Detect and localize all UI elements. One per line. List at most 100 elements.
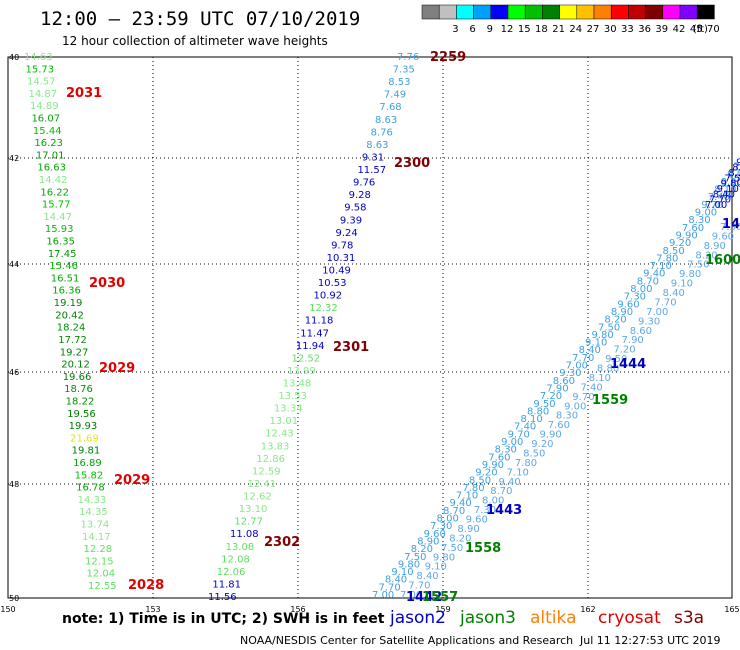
legend-swatch <box>438 4 457 20</box>
lat-tick-label: 40 <box>9 53 19 62</box>
swh-value-diagonal: 8.30 <box>556 411 578 422</box>
swh-value-track-b: 7.35 <box>393 65 415 76</box>
swh-value-diagonal: 7.40 <box>708 192 730 203</box>
swh-value-track-a: 20.12 <box>61 360 90 371</box>
swh-value-diagonal: 7.70 <box>572 353 594 364</box>
pass-time-label: 2028 <box>128 578 164 593</box>
satellite-legend-altika: altika <box>530 608 577 628</box>
swh-value-diagonal: 9.70 <box>701 200 723 211</box>
legend-bin-label: 42 <box>673 24 686 35</box>
swh-value-diagonal: 9.00 <box>564 401 586 412</box>
swh-value-diagonal: 8.00 <box>482 496 504 507</box>
lat-tick-label: 48 <box>9 480 19 489</box>
legend-swatch <box>662 4 681 20</box>
swh-value-diagonal: 7.00 <box>705 200 727 211</box>
swh-value-diagonal: 7.70 <box>709 195 731 206</box>
swh-value-diagonal: 7.10 <box>507 467 529 478</box>
legend-swatch <box>679 4 698 20</box>
swh-value-diagonal: 9.60 <box>466 515 488 526</box>
swh-value-track-b: 12.86 <box>256 454 285 465</box>
swh-value-track-b: 13.83 <box>261 441 290 452</box>
swh-value-diagonal: 9.50 <box>727 169 740 180</box>
swh-value-track-a: 19.81 <box>72 446 101 457</box>
swh-value-track-b: 11.81 <box>212 579 241 590</box>
legend-swatch <box>507 4 526 20</box>
swh-value-track-a: 14.35 <box>79 507 108 518</box>
pass-time-label: 1557 <box>422 590 458 605</box>
lon-tick-label: 150 <box>0 605 15 614</box>
swh-value-track-b: 13.10 <box>239 504 268 515</box>
swh-value-diagonal: 8.10 <box>589 373 611 384</box>
swh-value-diagonal: 7.90 <box>622 335 644 346</box>
legend-bin-label: 27 <box>587 24 600 35</box>
legend-swatch <box>473 4 492 20</box>
legend-swatch <box>524 4 543 20</box>
pass-time-label: 2300 <box>394 156 430 171</box>
swh-value-track-b: 11.18 <box>305 316 334 327</box>
swh-value-diagonal: 9.40 <box>643 269 665 280</box>
swh-value-track-a: 16.23 <box>34 138 63 149</box>
map-title: 12:00 — 23:59 UTC 07/10/2019 <box>40 8 361 30</box>
swh-value-diagonal: 8.60 <box>630 326 652 337</box>
swh-value-diagonal: 8.90 <box>611 307 633 318</box>
swh-value-diagonal: 7.60 <box>548 420 570 431</box>
pass-time-label: 1559 <box>592 393 628 408</box>
pass-time-label: 2302 <box>264 535 300 550</box>
swh-value-diagonal: 9.00 <box>695 208 717 219</box>
swh-value-track-b: 12.52 <box>292 353 321 364</box>
swh-value-diagonal: 8.10 <box>520 414 542 425</box>
swh-value-diagonal: 7.50 <box>441 543 463 554</box>
swh-value-diagonal: 9.60 <box>736 157 740 168</box>
swh-value-diagonal: 9.10 <box>585 338 607 349</box>
lon-tick-label: 165 <box>724 605 739 614</box>
swh-value-diagonal: 9.70 <box>508 429 530 440</box>
swh-value-track-a: 17.01 <box>36 150 65 161</box>
swh-value-diagonal: 8.70 <box>490 486 512 497</box>
lon-tick-label: 156 <box>290 605 305 614</box>
swh-value-diagonal: 7.20 <box>613 345 635 356</box>
lon-tick-label: 153 <box>145 605 160 614</box>
swh-value-track-b: 9.31 <box>362 152 384 163</box>
swh-value-diagonal: 8.40 <box>579 345 601 356</box>
swh-value-track-b: 13.08 <box>226 542 255 553</box>
swh-value-diagonal: 9.10 <box>717 184 739 195</box>
swh-value-track-a: 14.17 <box>82 532 111 543</box>
swh-value-diagonal: 7.30 <box>474 505 496 516</box>
swh-value-diagonal: 7.10 <box>456 491 478 502</box>
swh-value-diagonal: 8.90 <box>457 524 479 535</box>
legend-bin-label: 70 <box>707 24 720 35</box>
generation-timestamp: Jul 11 12:27:53 UTC 2019 <box>580 634 721 647</box>
swh-value-diagonal: 7.60 <box>682 223 704 234</box>
swh-value-diagonal: 7.40 <box>581 382 603 393</box>
lat-tick-label: 42 <box>9 154 19 163</box>
axis-ticks: 150 153 156 159 162 165 40 42 44 46 48 50 <box>0 53 739 614</box>
swh-value-diagonal: 7.40 <box>514 422 536 433</box>
pass-time-label: 14 <box>722 217 740 232</box>
pass-time-labels: 2259 2031 2300 2030 2301 2029 2029 2302 2028 1444… <box>66 50 740 605</box>
swh-value-diagonal: 9.20 <box>475 468 497 479</box>
legend-swatch <box>542 4 560 20</box>
color-legend: 3 6 9 12 15 18 21 24 27 30 33 36 39 42 45 70(ft) <box>421 4 720 35</box>
swh-value-track-b: 12.62 <box>243 492 272 503</box>
map-subtitle: 12 hour collection of altimeter wave hei… <box>62 34 328 48</box>
swh-value-diagonal: 9.20 <box>669 238 691 249</box>
legend-bin-label: 18 <box>535 24 548 35</box>
swh-value-track-a: 18.76 <box>64 384 93 395</box>
swh-value-track-a: 17.72 <box>58 335 87 346</box>
pass-time-label: 2301 <box>333 340 369 355</box>
swh-value-diagonal: 9.50 <box>605 354 627 365</box>
swh-value-track-a: 19.93 <box>69 421 98 432</box>
swh-value-diagonal: 8.30 <box>688 215 710 226</box>
swh-value-diagonal: 8.90 <box>417 536 439 547</box>
pass-time-label: 1443 <box>486 503 522 518</box>
swh-value-diagonal: 7.50 <box>404 552 426 563</box>
swh-value-track-b: 9.76 <box>353 178 375 189</box>
swh-value-diagonal: 8.80 <box>721 177 740 188</box>
swh-value-track-b: 8.63 <box>375 115 397 126</box>
legend-bin-label: 9 <box>487 24 493 35</box>
swh-value-track-a: 20.42 <box>55 310 84 321</box>
pass-time-label: 2029 <box>114 473 150 488</box>
swh-value-diagonal: 8.10 <box>714 185 736 196</box>
legend-bin-label: 15 <box>518 24 531 35</box>
swh-value-track-a: 14.63 <box>24 52 53 63</box>
